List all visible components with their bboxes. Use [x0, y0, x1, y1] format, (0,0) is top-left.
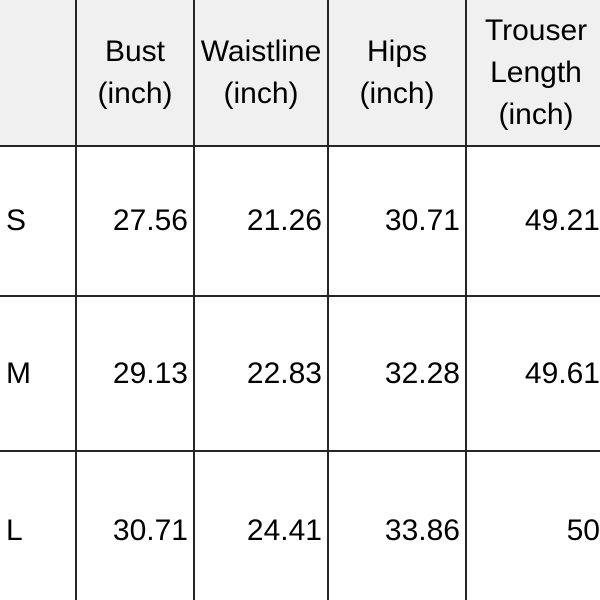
table-row-size-s: S 27.56 21.26 30.71 49.21: [0, 145, 600, 297]
header-row: Bust (inch) Waistline (inch) Hips (inch)…: [0, 0, 600, 147]
measurement-cell-s-waistline: 21.26: [193, 145, 329, 297]
table-row-size-m: M 29.13 22.83 32.28 49.61: [0, 295, 600, 452]
column-header-trouser-length: Trouser Length (inch): [465, 0, 600, 147]
measurement-cell-l-waistline: 24.41: [193, 450, 329, 600]
size-label-m: M: [0, 295, 77, 452]
measurement-cell-m-hips: 32.28: [327, 295, 467, 452]
size-label-s: S: [0, 145, 77, 297]
column-header-hips: Hips (inch): [327, 0, 467, 147]
measurement-cell-l-hips: 33.86: [327, 450, 467, 600]
column-header-waistline: Waistline (inch): [193, 0, 329, 147]
column-header-bust: Bust (inch): [75, 0, 195, 147]
measurement-cell-m-bust: 29.13: [75, 295, 195, 452]
measurement-cell-l-bust: 30.71: [75, 450, 195, 600]
measurement-cell-m-trouser-length: 49.61: [465, 295, 600, 452]
measurement-cell-s-hips: 30.71: [327, 145, 467, 297]
size-label-l: L: [0, 450, 77, 600]
measurement-cell-m-waistline: 22.83: [193, 295, 329, 452]
table-row-size-l: L 30.71 24.41 33.86 50: [0, 450, 600, 600]
measurement-cell-s-bust: 27.56: [75, 145, 195, 297]
measurement-cell-l-trouser-length: 50: [465, 450, 600, 600]
measurement-cell-s-trouser-length: 49.21: [465, 145, 600, 297]
column-header-empty: [0, 0, 77, 147]
